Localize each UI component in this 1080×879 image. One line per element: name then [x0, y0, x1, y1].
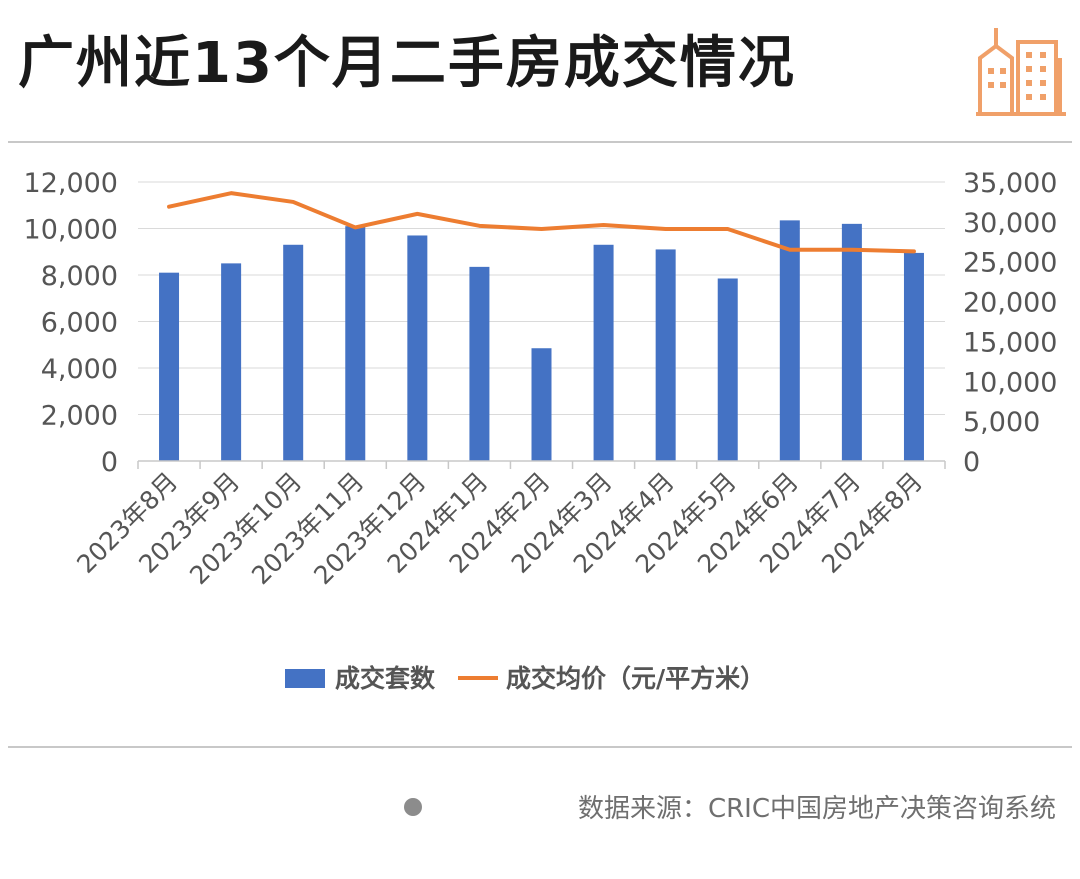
bar [841, 223, 862, 461]
bar [531, 348, 552, 461]
building-logo-icon [976, 28, 1066, 116]
bullet-dot [404, 798, 422, 816]
y-left-tick-label: 0 [101, 447, 118, 478]
bar [903, 252, 924, 461]
legend-swatch-bar [285, 669, 325, 688]
y-right-tick-label: 25,000 [963, 248, 1057, 279]
y-right-tick-label: 20,000 [963, 288, 1057, 319]
y-left-tick-label: 6,000 [41, 308, 118, 339]
bar [593, 244, 614, 461]
price-line [167, 191, 916, 254]
bar [717, 278, 738, 461]
y-left-tick-label: 2,000 [41, 401, 118, 432]
header-divider [8, 141, 1072, 143]
footer-divider [8, 746, 1072, 748]
y-left-tick-label: 8,000 [41, 261, 118, 292]
y-right-tick-label: 0 [963, 447, 980, 478]
y-left-tick-label: 4,000 [41, 354, 118, 385]
y-left-tick-label: 10,000 [24, 215, 118, 246]
y-right-tick-label: 5,000 [963, 407, 1040, 438]
bar [345, 226, 366, 461]
source-note: 数据来源：CRIC中国房地产决策咨询系统 [577, 794, 1056, 824]
y-right-tick-label: 10,000 [963, 367, 1057, 398]
bar [221, 263, 242, 461]
chart: 0 2,000 4,000 6,000 8,000 10,000 12,000 0 5,000 1… [24, 168, 1058, 693]
y-right-tick-label: 35,000 [963, 168, 1057, 199]
y-right-tick-label: 30,000 [963, 208, 1057, 239]
bar [655, 249, 676, 461]
legend-label-bar: 成交套数 [335, 664, 436, 693]
bar [407, 235, 428, 461]
y-right-tick-label: 15,000 [963, 327, 1057, 358]
page-title: 广州近13个月二手房成交情况 [18, 31, 796, 96]
bar [779, 220, 800, 461]
bar [159, 272, 180, 461]
y-left-tick-label: 12,000 [24, 168, 118, 199]
legend-label-line: 成交均价（元/平方米） [506, 664, 765, 693]
bar [283, 244, 304, 461]
bar [469, 266, 490, 461]
